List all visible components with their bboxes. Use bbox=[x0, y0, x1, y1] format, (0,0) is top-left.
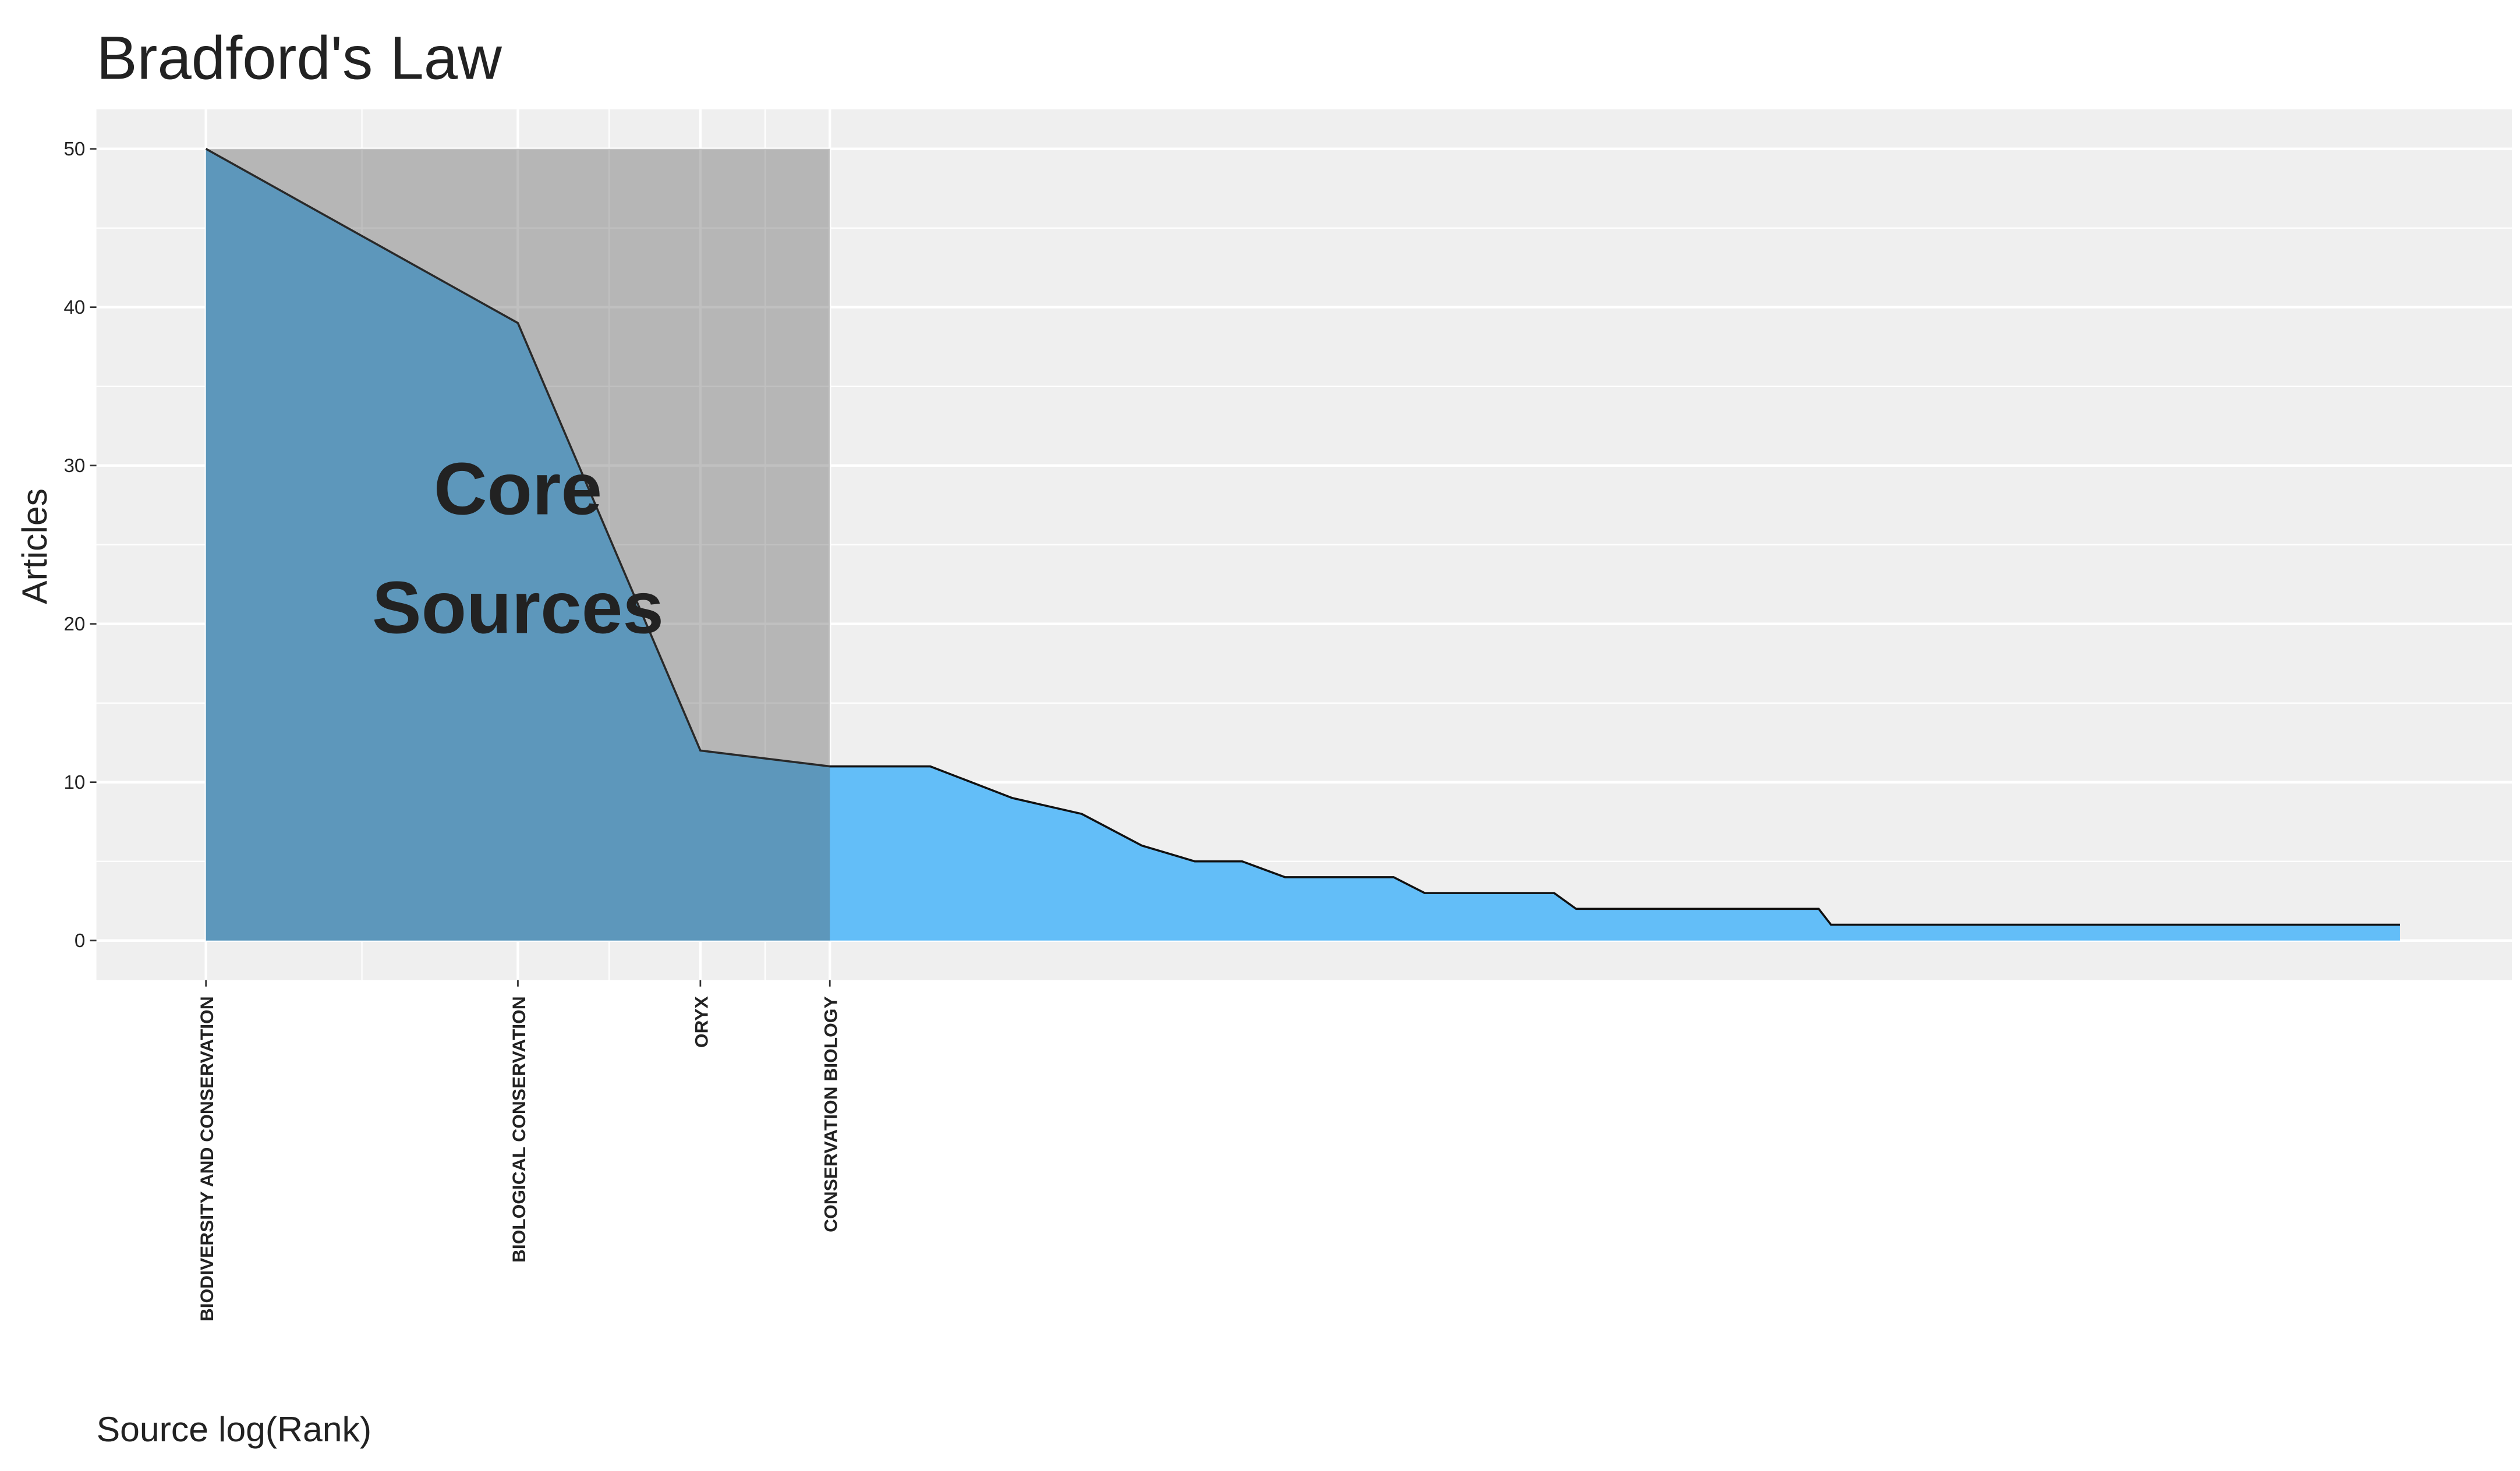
x-tick-label: CONSERVATION BIOLOGY bbox=[820, 996, 841, 1232]
y-tick-label: 30 bbox=[63, 455, 85, 477]
y-tick-label: 50 bbox=[63, 139, 85, 160]
x-tick-label: ORYX bbox=[691, 996, 712, 1048]
core-annotation: Core bbox=[434, 447, 602, 530]
core-zone bbox=[206, 148, 830, 941]
y-tick-label: 20 bbox=[63, 614, 85, 635]
chart-title: Bradford's Law bbox=[97, 24, 502, 92]
line bbox=[205, 148, 2400, 926]
y-axis-label: Articles bbox=[15, 488, 54, 604]
labels: 0 10 20 30 40 50 BIODIVERSITY AND CONSERVATION… bbox=[63, 139, 841, 1322]
x-axis-label: Source log(Rank) bbox=[97, 1409, 371, 1449]
core-annotation: Sources bbox=[372, 566, 664, 649]
x-tick-label: BIOLOGICAL CONSERVATION bbox=[508, 996, 529, 1263]
y-tick-label: 10 bbox=[63, 772, 85, 793]
area bbox=[206, 148, 2400, 941]
x-tick-label: BIODIVERSITY AND CONSERVATION bbox=[196, 996, 217, 1321]
y-tick-label: 40 bbox=[63, 297, 85, 318]
y-tick-label: 0 bbox=[75, 930, 85, 952]
marks: Core Sources bbox=[205, 148, 2400, 941]
